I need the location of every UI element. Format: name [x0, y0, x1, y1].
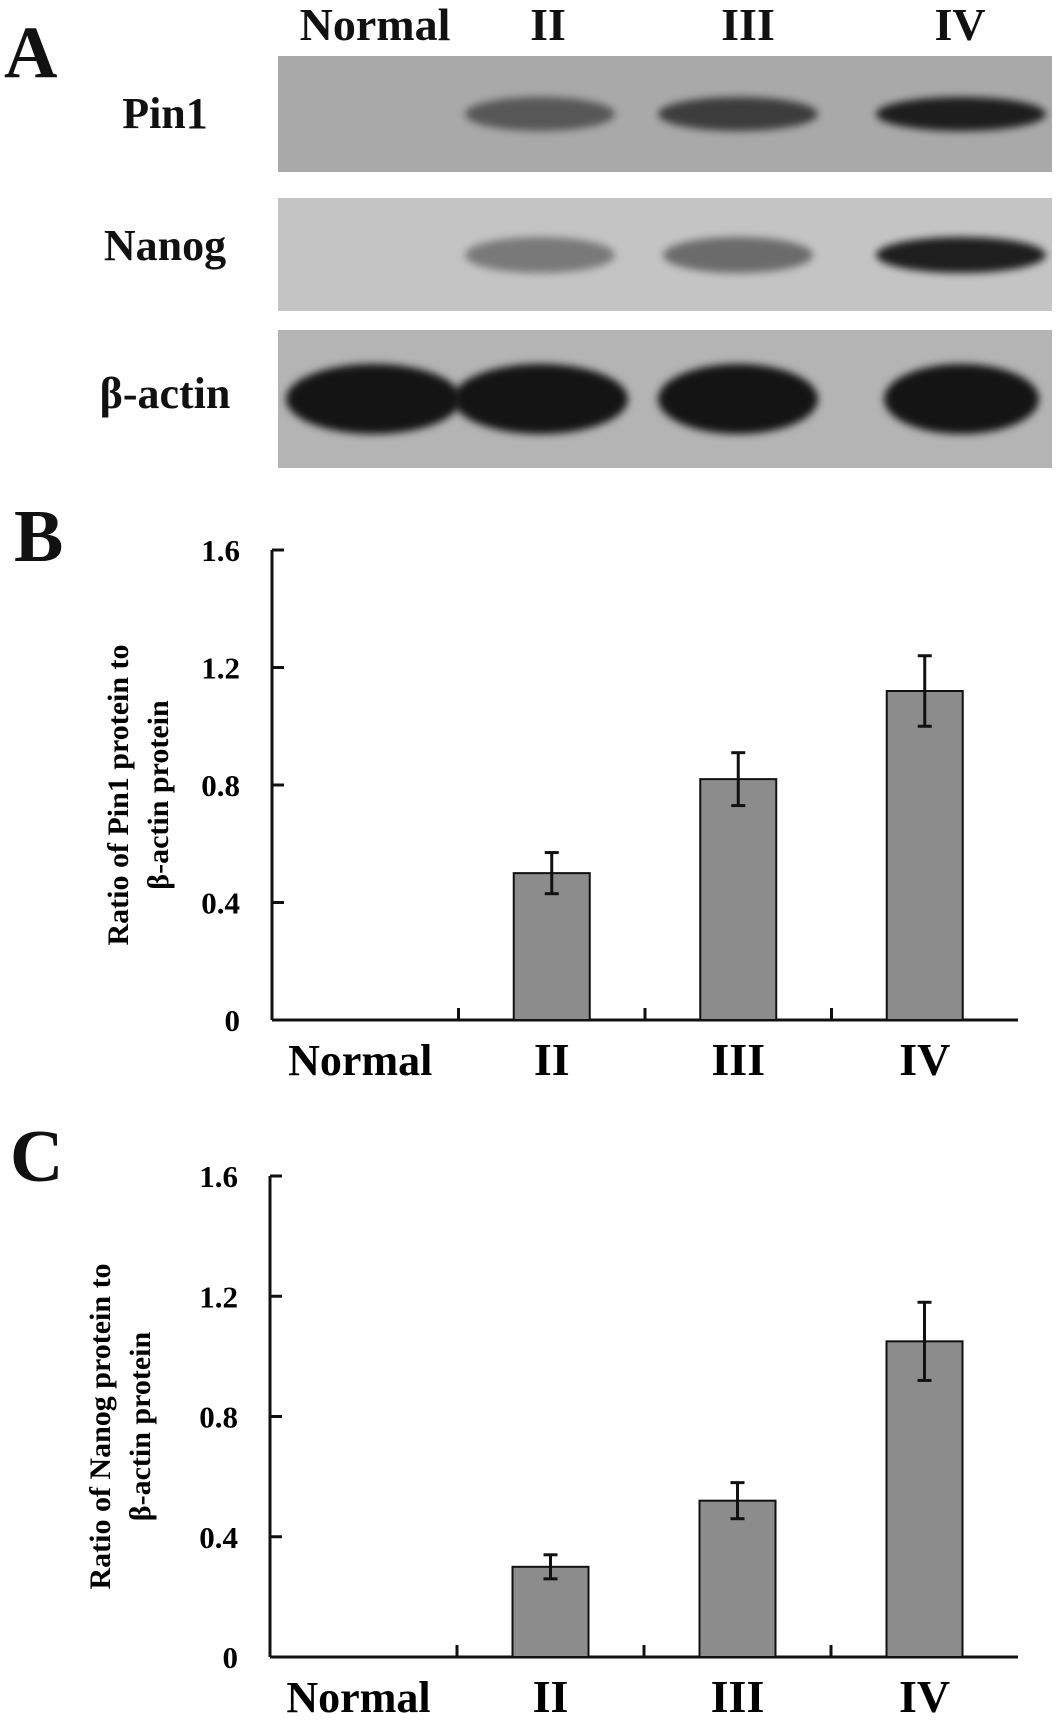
blot-band [465, 97, 615, 131]
x-category-label: II [533, 1671, 569, 1722]
blot-band [663, 236, 813, 273]
x-category-label: III [711, 1671, 765, 1722]
x-category-label: Normal [286, 1673, 430, 1722]
blot-strip-pin1 [278, 56, 1052, 172]
blot-lane-label-ii: II [530, 0, 566, 50]
blot-strip-beta-actin [278, 330, 1052, 468]
bar [511, 1565, 590, 1658]
bar [699, 778, 778, 1021]
x-category-label: Normal [288, 1036, 432, 1085]
y-tick-label: 0 [225, 1003, 241, 1038]
y-tick-label: 0.4 [199, 1520, 238, 1555]
blot-band [285, 364, 461, 434]
blot-band [658, 364, 818, 434]
y-tick-label: 1.6 [201, 533, 240, 568]
y-tick-label: 0.8 [201, 768, 240, 803]
blot-row-label-beta-actin: β-actin [99, 369, 231, 418]
y-tick-label: 1.6 [199, 1159, 238, 1194]
y-axis-label-line1: Ratio of Pin1 protein to [102, 644, 135, 945]
bar [885, 1340, 964, 1658]
y-tick-label: 1.2 [201, 651, 240, 686]
blot-lane-label-iii: III [721, 0, 775, 50]
y-tick-label: 1.2 [199, 1279, 238, 1314]
y-tick-label: 0 [223, 1640, 239, 1675]
y-tick-label: 0.8 [199, 1400, 238, 1435]
bar [698, 1499, 777, 1658]
blot-band [876, 236, 1046, 273]
panel-a-label: A [4, 12, 58, 94]
blot-lane-label-normal: Normal [299, 0, 451, 50]
bar [885, 690, 964, 1021]
x-category-label: II [534, 1034, 570, 1085]
blot-row-label-nanog: Nanog [103, 221, 227, 270]
blot-band [883, 364, 1039, 434]
y-tick-label: 0.4 [201, 886, 240, 921]
y-axis-label-line2: β-actin protein [124, 1331, 157, 1521]
blot-band [465, 236, 615, 273]
x-category-label: IV [899, 1034, 950, 1085]
x-category-label: III [711, 1034, 765, 1085]
blot-band [452, 364, 628, 434]
blot-lane-label-iv: IV [934, 0, 986, 50]
panel-c-label: C [10, 1116, 64, 1198]
blot-band [876, 97, 1046, 131]
y-axis-label-line1: Ratio of Nanog protein to [84, 1263, 117, 1589]
x-category-label: IV [899, 1671, 950, 1722]
blot-strip-nanog [278, 198, 1052, 311]
blot-row-label-pin1: Pin1 [122, 89, 208, 138]
y-axis-label-line2: β-actin protein [142, 700, 175, 890]
panel-b-label: B [14, 496, 64, 578]
blot-band [658, 97, 818, 131]
